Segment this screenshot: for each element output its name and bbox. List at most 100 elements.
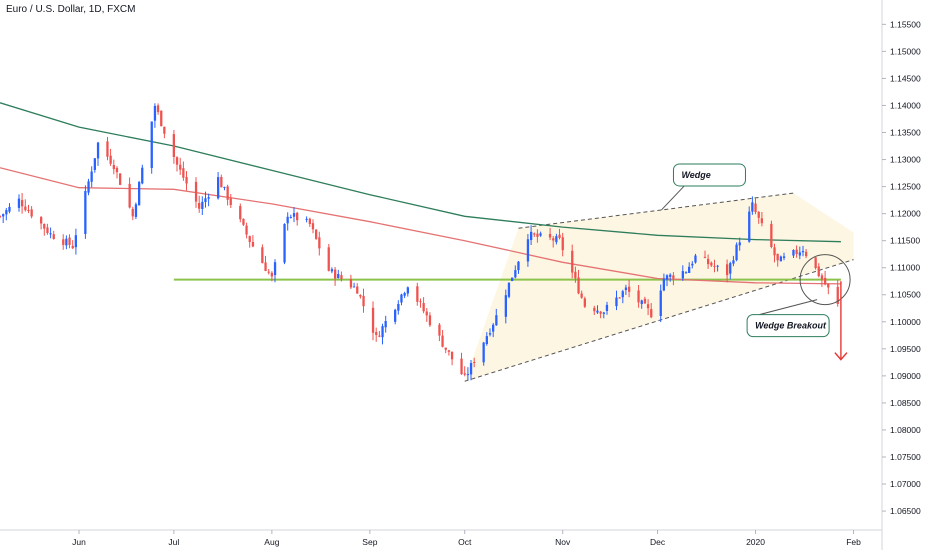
candle-body xyxy=(707,258,710,265)
x-tick-label: Jul xyxy=(168,537,179,547)
candle-body xyxy=(315,229,318,239)
candle-body xyxy=(820,275,824,280)
candle-body xyxy=(330,269,334,272)
candle-body xyxy=(735,244,738,261)
candle-body xyxy=(286,216,289,224)
candle-body xyxy=(160,110,163,127)
candle-body xyxy=(754,203,757,213)
candle-body xyxy=(473,362,476,363)
candle-body xyxy=(226,186,229,200)
y-tick-label: 1.14000 xyxy=(890,100,921,110)
candle-body xyxy=(131,208,134,217)
y-tick-label: 1.09000 xyxy=(890,371,921,381)
candle-body xyxy=(87,181,90,193)
candle-body xyxy=(444,347,447,350)
wedge-callout-box xyxy=(672,163,746,187)
candle-body xyxy=(46,227,49,233)
candle-body xyxy=(773,247,776,256)
candle-body xyxy=(665,275,669,280)
candle-body xyxy=(640,300,643,304)
candle-body xyxy=(571,250,574,273)
wedge-callout-pointer xyxy=(661,185,685,211)
candle-body xyxy=(618,297,621,299)
candle-body xyxy=(115,167,119,173)
candle-body xyxy=(74,235,77,248)
candle-body xyxy=(356,286,359,294)
candle-body xyxy=(296,212,299,221)
candle-body xyxy=(583,298,586,307)
candle-body xyxy=(599,311,602,314)
candle-body xyxy=(308,218,311,224)
wedge-upper-line xyxy=(518,192,794,229)
wedge-area xyxy=(464,192,854,382)
ma-short-line xyxy=(0,167,841,285)
y-tick-label: 1.14500 xyxy=(890,73,921,83)
candle-body xyxy=(217,177,220,199)
candle-body xyxy=(141,167,144,184)
candle-body xyxy=(112,165,115,170)
y-tick-label: 1.10000 xyxy=(890,317,921,327)
candle-body xyxy=(779,256,782,262)
candle-body xyxy=(555,236,558,243)
candle-body xyxy=(179,164,182,170)
candle-body xyxy=(109,155,112,164)
candle-body xyxy=(526,239,530,262)
candle-body xyxy=(650,309,653,318)
candle-body xyxy=(153,105,157,121)
candle-body xyxy=(669,274,672,277)
candle-body xyxy=(163,126,166,134)
candle-body xyxy=(425,311,428,316)
y-tick-label: 1.10500 xyxy=(890,290,921,300)
candle-body xyxy=(716,265,719,267)
candle-body xyxy=(580,293,583,298)
candle-body xyxy=(621,291,624,298)
candle-body xyxy=(40,217,43,224)
candle-body xyxy=(264,262,267,271)
candle-body xyxy=(428,315,432,326)
candle-body xyxy=(533,233,536,235)
candle-body xyxy=(659,290,662,316)
breakout-circle xyxy=(799,254,851,306)
candle-body xyxy=(782,256,786,258)
candle-body xyxy=(450,351,454,360)
candle-body xyxy=(713,265,716,267)
candle-body xyxy=(207,197,210,199)
candle-body xyxy=(511,277,514,281)
candle-body xyxy=(561,237,564,251)
wedge-fill xyxy=(464,193,854,382)
candle-body xyxy=(577,277,580,294)
candle-body xyxy=(441,335,444,347)
candle-body xyxy=(84,191,87,234)
candle-body xyxy=(492,324,495,332)
candle-body xyxy=(422,303,425,312)
candle-body xyxy=(419,301,422,303)
candle-body xyxy=(792,250,795,256)
y-tick-label: 1.15500 xyxy=(890,19,921,29)
y-tick-label: 1.08500 xyxy=(890,398,921,408)
candle-body xyxy=(242,218,245,225)
candle-body xyxy=(514,270,517,278)
moving-averages xyxy=(0,102,841,285)
candle-body xyxy=(824,277,827,285)
candle-body xyxy=(536,233,539,237)
candle-body xyxy=(156,105,160,113)
candle-body xyxy=(359,295,362,297)
candle-body xyxy=(403,293,406,296)
candle-body xyxy=(751,202,754,212)
candle-body xyxy=(375,332,378,335)
y-tick-label: 1.08000 xyxy=(890,425,921,435)
candle-body xyxy=(460,358,463,375)
candle-body xyxy=(438,324,441,336)
candle-body xyxy=(138,182,141,206)
candle-body xyxy=(662,278,665,291)
x-tick-label: Nov xyxy=(555,537,571,547)
y-tick-label: 1.12500 xyxy=(890,182,921,192)
candle-body xyxy=(0,216,2,218)
candle-body xyxy=(349,279,353,288)
candle-body xyxy=(463,373,466,375)
candle-body xyxy=(416,286,419,302)
down-arrow-head xyxy=(834,352,848,361)
candle-body xyxy=(273,262,277,276)
y-tick-label: 1.09500 xyxy=(890,344,921,354)
